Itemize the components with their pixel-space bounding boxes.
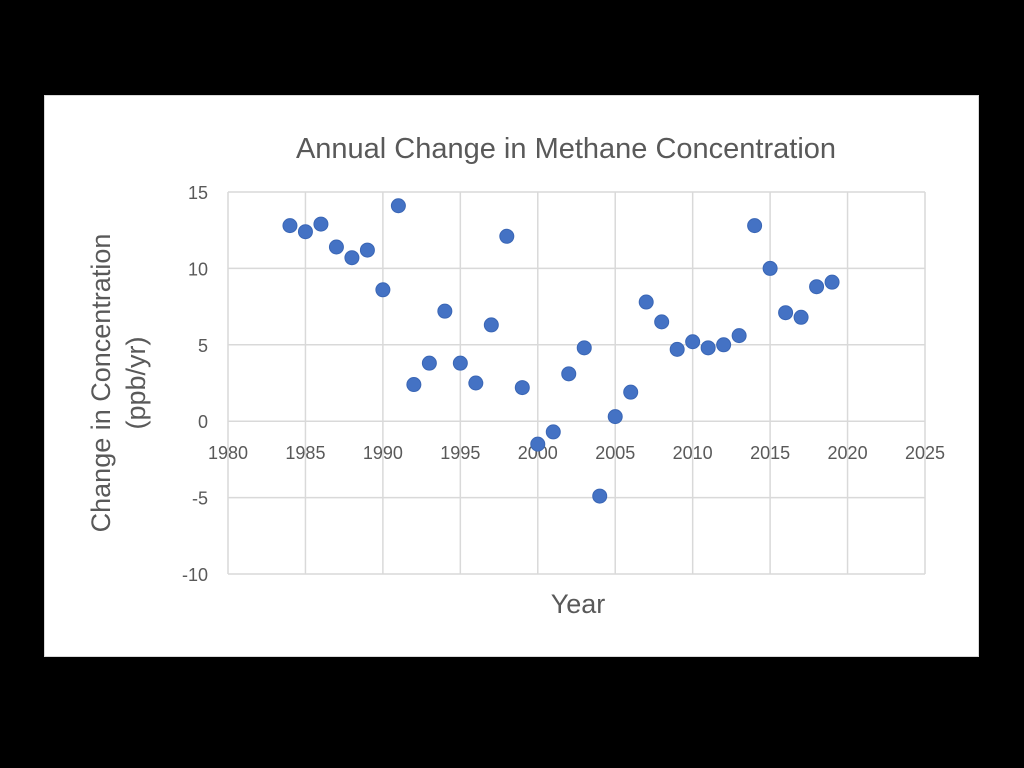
- data-point: [592, 488, 608, 504]
- data-point: [514, 380, 530, 396]
- x-tick-label: 2005: [595, 443, 635, 463]
- data-point: [499, 228, 515, 244]
- data-point: [762, 260, 778, 276]
- x-tick-label: 1980: [208, 443, 248, 463]
- data-point: [468, 375, 484, 391]
- data-point: [638, 294, 654, 310]
- data-point: [328, 239, 344, 255]
- x-tick-label: 2000: [518, 443, 558, 463]
- y-axis-label-line2: (ppb/yr): [121, 336, 151, 429]
- data-point: [716, 337, 732, 353]
- data-point: [530, 436, 546, 452]
- y-tick-label: 10: [188, 259, 208, 279]
- data-point: [747, 218, 763, 234]
- data-point: [297, 224, 313, 240]
- data-point: [700, 340, 716, 356]
- data-point: [390, 198, 406, 214]
- data-point: [437, 303, 453, 319]
- x-tick-label: 2025: [905, 443, 945, 463]
- y-tick-label: 0: [198, 412, 208, 432]
- data-point: [421, 355, 437, 371]
- data-point: [282, 218, 298, 234]
- x-tick-label: 2010: [673, 443, 713, 463]
- data-point: [731, 328, 747, 344]
- data-point: [359, 242, 375, 258]
- data-point: [483, 317, 499, 333]
- data-point: [576, 340, 592, 356]
- x-tick-label: 1995: [440, 443, 480, 463]
- y-tick-label: 5: [198, 336, 208, 356]
- data-point: [313, 216, 329, 232]
- data-point: [654, 314, 670, 330]
- data-point: [793, 309, 809, 325]
- data-point: [452, 355, 468, 371]
- data-point: [669, 341, 685, 357]
- data-point: [344, 250, 360, 266]
- data-point: [406, 377, 422, 393]
- data-point: [685, 334, 701, 350]
- data-point: [561, 366, 577, 382]
- data-point: [375, 282, 391, 298]
- y-tick-label: 15: [188, 183, 208, 203]
- data-point: [623, 384, 639, 400]
- y-tick-label: -5: [192, 489, 208, 509]
- x-tick-label: 1985: [285, 443, 325, 463]
- y-tick-label: -10: [182, 565, 208, 585]
- x-axis-label: Year: [551, 589, 606, 619]
- chart-panel: [44, 95, 979, 657]
- x-tick-label: 1990: [363, 443, 403, 463]
- data-point: [809, 279, 825, 295]
- chart-title: Annual Change in Methane Concentration: [296, 133, 836, 165]
- data-point: [778, 305, 794, 321]
- data-point: [607, 409, 623, 425]
- x-tick-label: 2020: [828, 443, 868, 463]
- data-point: [545, 424, 561, 440]
- x-tick-label: 2015: [750, 443, 790, 463]
- data-point: [824, 274, 840, 290]
- y-axis-label-line1: Change in Concentration: [86, 234, 116, 533]
